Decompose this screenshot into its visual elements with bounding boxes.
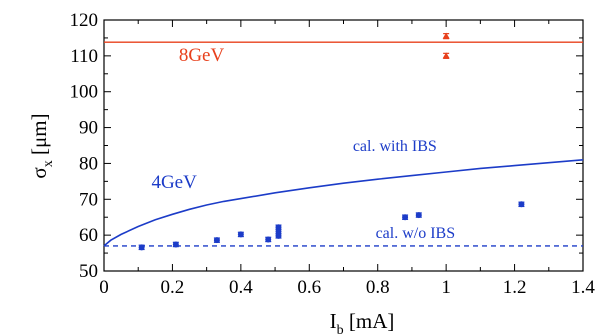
x-axis-title-sub: b [337,323,344,334]
data-point [275,224,282,231]
data-point [237,231,244,238]
x-tick-label: 1 [441,277,451,298]
y-tick-label: 80 [79,153,98,174]
x-tick-label: 0.6 [297,277,321,298]
y-axis-title-suffix: [μm] [27,113,51,160]
y-tick-label: 110 [70,46,98,67]
data-point [518,201,525,208]
x-tick-label: 0.2 [161,277,185,298]
x-tick-label: 0.8 [366,277,390,298]
data-point [442,32,450,39]
y-tick-label: 70 [79,189,98,210]
data-point [275,228,282,235]
data-point [138,244,145,251]
y-axis-title-main: σ [27,167,51,178]
data-point [275,232,282,239]
x-axis-title-suffix: [mA] [344,309,395,333]
axes: 0 0.2 0.4 0.6 0.8 1 1.2 1.4 50 60 70 80 90 100 110 120 [70,10,596,298]
x-tick-label: 1.4 [571,277,595,298]
plot-frame [103,19,584,272]
data-point [213,237,220,244]
x-tick-label: 0.4 [229,277,253,298]
axis-titles: Ib [mA] σx [μm] [27,113,394,334]
annotation-label: cal. with IBS [353,138,437,155]
data-point [402,214,409,221]
x-tick-label: 1.2 [503,277,527,298]
y-axis-title: σx [μm] [27,113,56,178]
annotation-label: cal. w/o IBS [376,225,456,242]
x-tick-label: 0 [99,277,109,298]
data-point [415,212,422,219]
y-tick-label: 100 [70,82,99,103]
y-tick-label: 50 [79,261,98,282]
x-axis-title: Ib [mA] [330,309,395,334]
y-axis-title-sub: x [41,160,56,167]
series [103,32,584,251]
data-point [442,52,450,59]
x-axis-title-main: I [330,309,337,333]
calc-curve [103,159,584,247]
data-point [172,241,179,248]
data-point [265,236,272,243]
annotations: 8GeV 4GeV cal. with IBS cal. w/o IBS [151,45,455,242]
y-tick-label: 60 [79,225,98,246]
annotation-label: 4GeV [151,172,197,193]
annotation-label: 8GeV [179,45,225,66]
y-tick-label: 90 [79,118,98,139]
y-tick-label: 120 [70,10,99,31]
